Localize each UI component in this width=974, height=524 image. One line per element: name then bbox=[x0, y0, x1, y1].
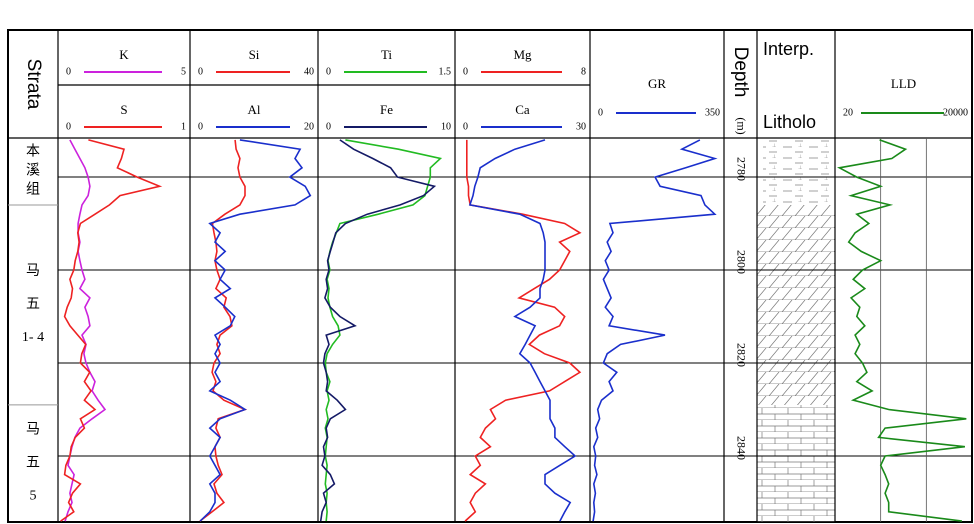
curve bbox=[64, 139, 107, 522]
depth-unit: (m) bbox=[734, 117, 748, 134]
litho-dolomite bbox=[757, 205, 835, 405]
curve-name: LLD bbox=[891, 76, 916, 91]
curve-name: Ti bbox=[381, 47, 392, 62]
strata-name: 本 bbox=[26, 144, 40, 160]
curve bbox=[199, 139, 248, 522]
strata-name: 马 bbox=[26, 422, 40, 438]
scale-max: 40 bbox=[304, 66, 314, 77]
strata-name: 组 bbox=[26, 182, 40, 198]
curve bbox=[60, 139, 163, 522]
curve-name: K bbox=[119, 47, 129, 62]
depth-tick-label: 2820 bbox=[734, 343, 748, 367]
depth-tick-label: 2780 bbox=[734, 157, 748, 181]
depth-tick-label: 2840 bbox=[734, 436, 748, 460]
curve-name: Fe bbox=[380, 102, 393, 117]
frame bbox=[7, 29, 973, 523]
curve bbox=[319, 139, 437, 522]
curve bbox=[592, 139, 718, 522]
scale-max: 1 bbox=[181, 121, 186, 132]
scale-min: 20 bbox=[843, 107, 853, 118]
litho-mudstone bbox=[763, 138, 829, 205]
column-dividers bbox=[8, 30, 972, 522]
scale-min: 0 bbox=[66, 121, 71, 132]
curve-name: Mg bbox=[513, 47, 532, 62]
scale-max: 5 bbox=[181, 66, 186, 77]
strata-name: 马 bbox=[26, 263, 40, 279]
curve bbox=[199, 139, 312, 522]
curve-name: GR bbox=[648, 76, 666, 91]
scale-max: 10 bbox=[441, 121, 451, 132]
scale-max: 350 bbox=[705, 107, 720, 118]
scale-min: 0 bbox=[66, 66, 71, 77]
curve-name: S bbox=[120, 102, 127, 117]
scale-max: 20 bbox=[304, 121, 314, 132]
scale-min: 0 bbox=[326, 121, 331, 132]
scale-min: 0 bbox=[463, 121, 468, 132]
scale-max: 20000 bbox=[943, 107, 968, 118]
scale-max: 1.5 bbox=[439, 66, 452, 77]
curve bbox=[836, 139, 967, 522]
depth-header: Depth bbox=[730, 47, 751, 98]
strata-name: 五 bbox=[26, 456, 40, 471]
depth-tick-label: 2800 bbox=[734, 250, 748, 274]
scale-max: 8 bbox=[581, 66, 586, 77]
litho-limestone bbox=[757, 405, 835, 522]
scale-min: 0 bbox=[598, 107, 603, 118]
curve-name: Si bbox=[249, 47, 260, 62]
curve bbox=[468, 139, 577, 522]
curve-name: Al bbox=[248, 102, 261, 117]
scale-min: 0 bbox=[198, 66, 203, 77]
strata-header: Strata bbox=[23, 59, 44, 110]
litho-header: Litholo bbox=[763, 112, 816, 132]
strata-name: 1- 4 bbox=[22, 330, 44, 345]
curve-name: Ca bbox=[515, 102, 530, 117]
strata-name: 5 bbox=[30, 489, 37, 504]
strata-name: 五 bbox=[26, 297, 40, 312]
scale-min: 0 bbox=[326, 66, 331, 77]
scale-min: 0 bbox=[198, 121, 203, 132]
litho-header: Interp. bbox=[763, 39, 814, 59]
scale-max: 30 bbox=[576, 121, 586, 132]
strata-name: 溪 bbox=[26, 163, 40, 179]
scale-min: 0 bbox=[463, 66, 468, 77]
